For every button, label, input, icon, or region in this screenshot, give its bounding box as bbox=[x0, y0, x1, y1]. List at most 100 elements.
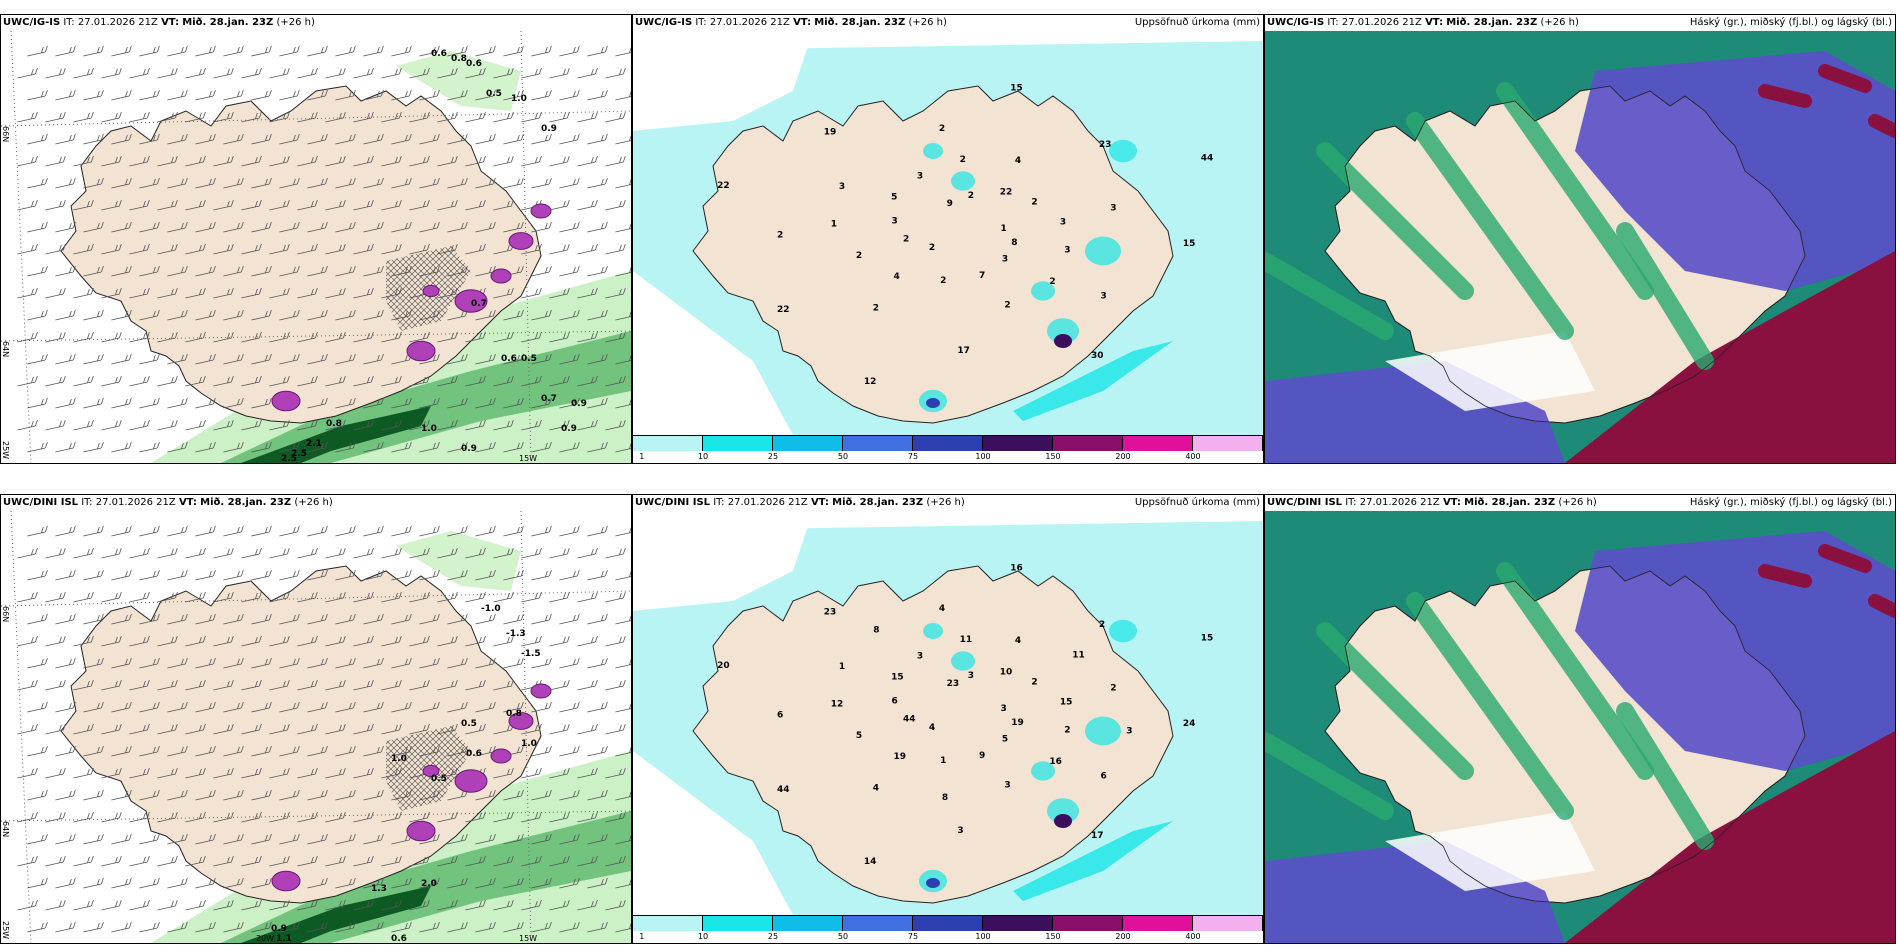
wind-barb bbox=[363, 45, 384, 57]
wind-barb bbox=[55, 745, 76, 757]
wind-barb bbox=[55, 89, 76, 101]
precip-value-label: 1 bbox=[1001, 224, 1007, 234]
wind-barb bbox=[223, 441, 244, 453]
precip-panel-row2: UWC/DINI ISL IT: 27.01.2026 21Z VT: Mið.… bbox=[632, 494, 1264, 944]
wind-barb bbox=[157, 331, 178, 343]
wind-barb bbox=[157, 419, 178, 431]
wind-barb bbox=[465, 199, 486, 211]
wind-barb bbox=[363, 789, 384, 801]
precip-value-label: 20 bbox=[717, 661, 730, 671]
precip-cell bbox=[1085, 716, 1121, 746]
cloud-map[interactable] bbox=[1265, 511, 1895, 943]
wind-barb bbox=[503, 221, 524, 233]
legend-color-swatch bbox=[703, 436, 773, 451]
wind-barb bbox=[419, 657, 440, 669]
wind-barb bbox=[353, 287, 374, 299]
wind-barb bbox=[615, 398, 631, 409]
wind-barb bbox=[111, 441, 132, 453]
wind-barb bbox=[559, 921, 580, 933]
wind-barb bbox=[381, 899, 402, 911]
wind-barb bbox=[139, 613, 160, 625]
it-value: 27.01.2026 21Z bbox=[95, 497, 176, 508]
high-cloud-patch bbox=[1868, 594, 1895, 618]
wind-barb bbox=[353, 679, 374, 691]
precip-value-label: 3 bbox=[1001, 704, 1007, 714]
precip-value-label: 3 bbox=[1002, 254, 1008, 264]
wind-barb bbox=[223, 45, 244, 57]
wind-barb bbox=[335, 45, 356, 57]
cloud-title: Háský (gr.), miðský (fj.bl.) og lágský (… bbox=[1689, 497, 1892, 508]
low-cloud-streak bbox=[1316, 142, 1474, 300]
wind-barb bbox=[157, 811, 178, 823]
wind-barb bbox=[297, 635, 318, 647]
wind-barb bbox=[55, 877, 76, 889]
wind-barb bbox=[195, 657, 216, 669]
wind-barb bbox=[381, 811, 402, 823]
wind-barb bbox=[111, 309, 132, 321]
wind-barb bbox=[381, 111, 402, 123]
precip-value-label: 2 bbox=[1110, 683, 1116, 693]
precip-value-label: 17 bbox=[1091, 831, 1104, 841]
cloud-panel-header: UWC/DINI ISL IT: 27.01.2026 21Z VT: Mið.… bbox=[1265, 495, 1895, 511]
wind-barb bbox=[437, 111, 458, 123]
precip-map[interactable]: 3 4 3 5 6 2 1 3 2 5 4 3 1 2 4 4 6 6 2 3 23 24 44 16 17 20 15 14 23 19… bbox=[633, 511, 1263, 915]
wind-barb bbox=[335, 657, 356, 669]
wind-barb bbox=[409, 67, 430, 79]
wind-barb bbox=[615, 178, 631, 189]
wind-barb bbox=[493, 635, 514, 647]
wind-barb bbox=[493, 111, 514, 123]
wind-value-label: 0.5 bbox=[431, 774, 447, 784]
wind-barb bbox=[559, 833, 580, 845]
wind-barb bbox=[73, 723, 94, 735]
wind-barb bbox=[531, 569, 552, 581]
wind-barb bbox=[587, 309, 608, 321]
wind-barb bbox=[531, 701, 552, 713]
wind-barb bbox=[83, 657, 104, 669]
dry-area-sw bbox=[633, 751, 793, 915]
wind-barb bbox=[503, 613, 524, 625]
wind-barb bbox=[269, 591, 290, 603]
precip-value-label: 22 bbox=[1000, 187, 1013, 197]
wind-barb bbox=[139, 353, 160, 365]
wind-barb bbox=[195, 309, 216, 321]
wind-barb bbox=[307, 745, 328, 757]
wind-barb bbox=[251, 789, 272, 801]
wind-barb bbox=[549, 331, 570, 343]
wind-barb bbox=[185, 811, 206, 823]
snow-area bbox=[454, 289, 488, 313]
wind-barb bbox=[521, 331, 542, 343]
low-cloud-streak bbox=[1616, 222, 1714, 370]
wind-barb bbox=[307, 921, 328, 933]
wind-value-label: 0.6 bbox=[391, 934, 407, 943]
wind-value-label: 0.6 bbox=[466, 59, 482, 69]
wind-barb bbox=[577, 635, 598, 647]
wind-map[interactable]: -1.0 -1.3 -1.5 0.8 0.5 0.6 1.0 0.5 1.0 1.3 0.9 1.1 0… bbox=[1, 511, 631, 943]
coastline bbox=[1324, 85, 1806, 424]
grid-label-66n: 66N bbox=[1, 126, 10, 142]
wind-barb bbox=[241, 287, 262, 299]
wind-barb bbox=[437, 591, 458, 603]
wind-barb bbox=[577, 899, 598, 911]
wind-map[interactable]: 0.6 0.8 0.6 0.5 1.0 0.9 0.7 0.6 0.5 0.7 0.9 0.9 0.8 2… bbox=[1, 31, 631, 463]
wind-barb bbox=[521, 767, 542, 779]
wind-barb bbox=[45, 67, 66, 79]
wind-value-label: 1.0 bbox=[391, 754, 407, 764]
wind-barb bbox=[17, 899, 38, 911]
wind-barb bbox=[17, 67, 38, 79]
wind-barb bbox=[157, 679, 178, 691]
wind-barb bbox=[139, 133, 160, 145]
wind-barb bbox=[101, 723, 122, 735]
wind-barb bbox=[297, 199, 318, 211]
wind-barb bbox=[185, 591, 206, 603]
precip-value-label: 23 bbox=[947, 679, 960, 689]
snow-area bbox=[530, 683, 552, 699]
wind-barb bbox=[129, 811, 150, 823]
wind-barb bbox=[409, 331, 430, 343]
wind-barb bbox=[605, 811, 626, 823]
cloud-map[interactable] bbox=[1265, 31, 1895, 463]
precip-cell bbox=[923, 623, 943, 639]
wind-barb bbox=[559, 309, 580, 321]
wind-barb bbox=[185, 635, 206, 647]
precip-map[interactable]: 1 2 2 3 3 2 2 3 3 2 4 2 3 3 2 2 3 2 23 17 19 15 22 15 30 22 44 12 9 8… bbox=[633, 31, 1263, 435]
wind-barb bbox=[587, 833, 608, 845]
